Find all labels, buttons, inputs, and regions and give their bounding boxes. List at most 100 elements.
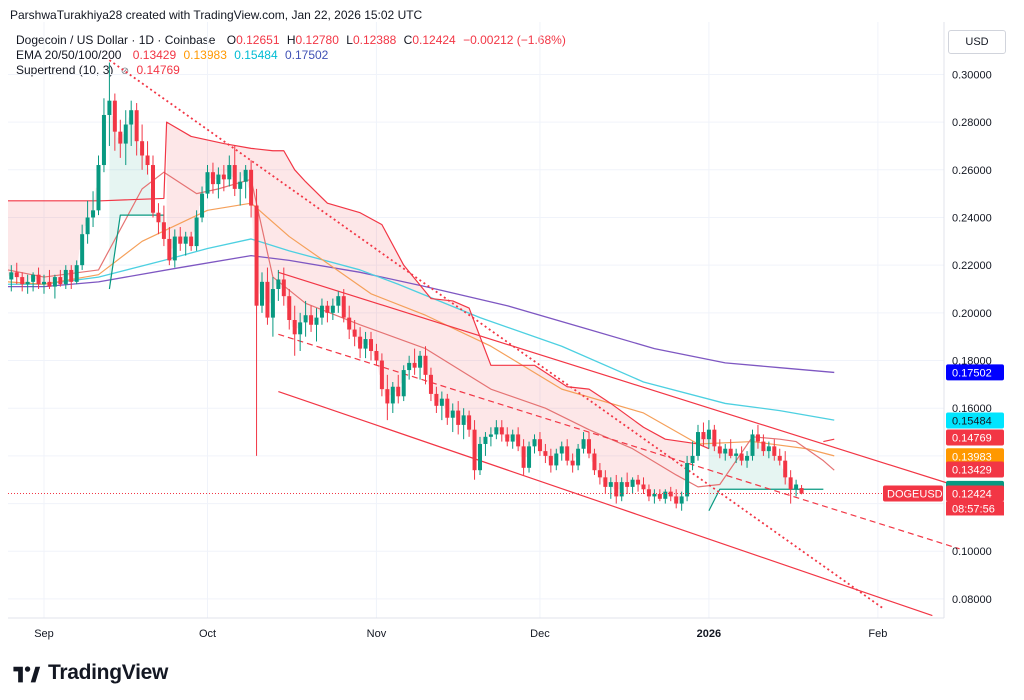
- candle: [36, 267, 41, 290]
- candle-body: [401, 370, 406, 397]
- legend-ema-row[interactable]: EMA 20/50/100/200 0.13429 0.13983 0.1548…: [16, 48, 566, 63]
- candle: [319, 298, 324, 325]
- candle-body: [625, 482, 630, 487]
- candle: [548, 448, 553, 473]
- candle-body: [9, 272, 14, 280]
- candle: [608, 477, 613, 499]
- price-label-bg: [946, 364, 1004, 381]
- candle: [576, 443, 581, 471]
- supertrend-fill-bull: [708, 434, 824, 511]
- candle: [281, 267, 286, 306]
- candle-body: [325, 305, 330, 313]
- candle: [276, 269, 281, 301]
- price-label-bg: [946, 412, 1004, 429]
- candle: [799, 484, 804, 495]
- candlesticks: [9, 62, 804, 511]
- currency-button[interactable]: USD: [948, 30, 1006, 54]
- candle-body: [232, 165, 237, 189]
- x-tick-label: Oct: [199, 628, 216, 640]
- candle-body: [292, 320, 297, 335]
- candle-body: [260, 281, 264, 306]
- candle-body: [652, 494, 657, 497]
- candle: [619, 477, 624, 502]
- candle-body: [701, 432, 706, 440]
- candle-body: [167, 238, 172, 261]
- candle: [396, 374, 401, 404]
- candle-body: [510, 434, 515, 442]
- candle-body: [341, 296, 346, 318]
- y-tick-label: 0.20000: [952, 308, 992, 320]
- candle: [47, 269, 52, 290]
- candle-body: [69, 269, 74, 282]
- candle: [385, 374, 390, 421]
- candle: [314, 308, 319, 342]
- candle-body: [516, 434, 521, 447]
- x-tick-label: 2026: [697, 628, 721, 640]
- tradingview-logo[interactable]: TradingView: [10, 660, 168, 686]
- candle-body: [210, 172, 215, 185]
- candle-body: [363, 339, 368, 349]
- trend-line: [278, 390, 933, 617]
- candle: [783, 451, 788, 485]
- candle: [777, 448, 782, 466]
- candle-body: [717, 446, 722, 454]
- trend-line: [278, 333, 960, 550]
- candle-body: [478, 443, 482, 471]
- legend-supertrend-row[interactable]: Supertrend (10, 3) ⊘ 0.14769: [16, 63, 566, 78]
- candle: [347, 305, 352, 340]
- candle: [625, 472, 630, 495]
- candle-body: [107, 100, 112, 115]
- trend-line: [108, 59, 884, 610]
- candle-body: [679, 496, 684, 504]
- candle-body: [461, 415, 466, 425]
- candle: [494, 420, 499, 440]
- candle-body: [205, 172, 210, 194]
- candle-body: [156, 212, 161, 223]
- ohlc-high-value: 0.12780: [295, 33, 339, 47]
- y-tick-label: 0.26000: [952, 165, 992, 177]
- candle: [581, 432, 586, 454]
- y-tick-label: 0.22000: [952, 260, 992, 272]
- candle: [570, 453, 575, 473]
- y-tick-label: 0.28000: [952, 117, 992, 129]
- y-tick-label: 0.08000: [952, 594, 992, 606]
- candle-body: [766, 446, 771, 452]
- candle-body: [445, 398, 450, 418]
- candle-body: [696, 432, 700, 456]
- candle-body: [249, 169, 254, 206]
- candle: [685, 455, 690, 502]
- candle-body: [734, 453, 739, 456]
- ema50-value: 0.13983: [183, 48, 227, 62]
- candle: [374, 343, 379, 366]
- supertrend-value: 0.14769: [136, 63, 180, 77]
- price-label: 0.15484: [946, 412, 1004, 429]
- candle: [739, 446, 744, 466]
- candle: [292, 305, 297, 356]
- candle: [636, 474, 641, 492]
- countdown-text: 08:57:56: [952, 503, 995, 515]
- candle: [216, 167, 221, 199]
- candle: [341, 289, 346, 323]
- candle-body: [674, 496, 679, 504]
- candle-body: [788, 477, 793, 490]
- candle-body: [439, 398, 444, 406]
- candle: [260, 272, 264, 313]
- candle-body: [467, 415, 472, 430]
- candle-body: [42, 281, 46, 285]
- ohlc-open-value: 0.12651: [236, 33, 280, 47]
- candle-body: [521, 446, 526, 468]
- candle: [521, 439, 526, 475]
- price-label: 0.14769: [946, 429, 1004, 446]
- candle: [85, 200, 90, 244]
- candle: [254, 188, 259, 456]
- candle: [690, 441, 695, 471]
- candle: [352, 320, 357, 347]
- candle: [587, 432, 591, 459]
- candle: [505, 427, 510, 447]
- candle: [472, 420, 477, 480]
- candle: [401, 365, 406, 402]
- candle: [178, 227, 183, 251]
- candle-body: [581, 439, 586, 449]
- candle-body: [434, 393, 439, 406]
